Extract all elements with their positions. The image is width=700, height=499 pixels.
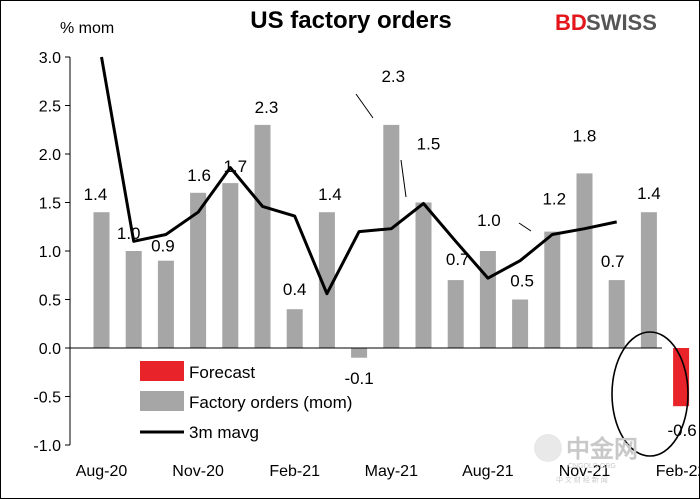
logo-part-swiss: SWISS [586, 10, 657, 35]
factory-orders-bar [608, 280, 625, 348]
legend-swatch-forecast [140, 361, 184, 381]
legend-label-mavg: 3m mavg [189, 423, 259, 442]
data-label: 1.4 [318, 185, 342, 204]
data-label: 0.7 [601, 252, 625, 271]
data-label: 1.2 [542, 190, 566, 209]
data-label: -0.6 [667, 421, 696, 440]
data-label: 1.6 [187, 166, 211, 185]
y-tick-label: 0.0 [39, 341, 61, 358]
x-tick-label: Feb-21 [269, 463, 320, 480]
watermark-text: 中金网 [566, 435, 638, 463]
y-tick-label: -0.5 [33, 390, 61, 407]
factory-orders-bar [125, 251, 142, 348]
leader-line [355, 93, 374, 119]
x-axis-ticks: Aug-20 Nov-20 Feb-21 May-21 Aug-21 Nov-21 Feb-… [76, 463, 700, 480]
watermark-subtext-cn: 中 文 财 经 新 闻 [556, 475, 608, 484]
factory-orders-bar [544, 231, 561, 348]
factory-orders-bar [190, 192, 207, 348]
x-tick-label: May-21 [365, 463, 418, 480]
y-tick-label: 1.0 [39, 244, 61, 261]
data-label: 1.4 [637, 184, 661, 203]
y-tick-label: 2.5 [39, 99, 61, 116]
factory-orders-bar [286, 309, 303, 348]
brand-logo: BD SWISS [555, 10, 657, 35]
x-tick-label: Aug-20 [76, 463, 128, 480]
watermark-logo-icon [534, 434, 562, 462]
forecast-highlight-circle [611, 331, 689, 457]
data-label: 1.0 [477, 211, 501, 230]
factory-orders-bar [157, 260, 174, 348]
data-label: 2.3 [381, 67, 405, 86]
data-label: 0.4 [283, 280, 307, 299]
logo-part-bd: BD [555, 10, 587, 35]
y-tick-label: 2.0 [39, 147, 61, 164]
factory-orders-bar [254, 124, 271, 349]
y-axis-ticks: 3.0 2.5 2.0 1.5 1.0 0.5 0.0 -0.5 -1.0 [33, 50, 71, 455]
data-label: -0.1 [344, 369, 373, 388]
data-label: 2.3 [255, 98, 279, 117]
factory-orders-bar [318, 212, 335, 348]
data-label: 1.7 [223, 157, 247, 176]
factory-orders-bar [415, 202, 432, 348]
x-tick-label: Feb-22 [656, 463, 700, 480]
factory-orders-bar [479, 251, 496, 348]
legend-label-forecast: Forecast [189, 363, 255, 382]
data-label: 0.7 [446, 250, 470, 269]
bars [70, 124, 690, 407]
mavg-series-line [100, 56, 618, 296]
data-label: 0.5 [510, 272, 534, 291]
y-tick-label: 0.5 [39, 293, 61, 310]
data-label: 1.0 [117, 224, 141, 243]
forecast-bar [673, 348, 690, 407]
factory-orders-bar [222, 183, 239, 348]
leader-lines [355, 93, 532, 232]
data-label: 1.8 [573, 126, 597, 145]
factory-orders-bar [512, 299, 529, 348]
factory-orders-bar [383, 124, 400, 349]
data-labels: 1.4 1.0 0.9 1.6 1.7 2.3 0.4 1.4 -0.1 2.3 1.5 0.7 1.0… [84, 67, 697, 440]
watermark-subtext: CNGOLD.ORG [568, 463, 616, 470]
legend-swatch-factory-orders [140, 391, 184, 411]
mavg-line [100, 56, 618, 296]
factory-orders-bar [351, 348, 368, 358]
factory-orders-bar [576, 173, 593, 348]
y-axis-label: % mom [60, 20, 114, 37]
y-tick-label: 3.0 [39, 50, 61, 67]
factory-orders-bar [447, 280, 464, 348]
legend-label-factory-orders: Factory orders (mom) [189, 393, 352, 412]
legend: Forecast Factory orders (mom) 3m mavg [140, 361, 352, 442]
watermark: 中金网 CNGOLD.ORG 中 文 财 经 新 闻 [534, 434, 638, 484]
data-label: 0.9 [151, 237, 175, 256]
leader-line [518, 222, 532, 232]
x-tick-label: Nov-20 [172, 463, 224, 480]
factory-orders-bar [93, 212, 110, 348]
x-tick-label: Aug-21 [462, 463, 514, 480]
factory-orders-bar [640, 212, 657, 348]
data-label: 1.4 [84, 185, 108, 204]
x-tick-label: Nov-21 [559, 463, 611, 480]
y-tick-label: 1.5 [39, 196, 61, 213]
chart-title: US factory orders [250, 7, 451, 34]
data-label: 1.5 [417, 135, 441, 154]
leader-line [400, 159, 407, 198]
y-tick-label: -1.0 [33, 438, 61, 455]
